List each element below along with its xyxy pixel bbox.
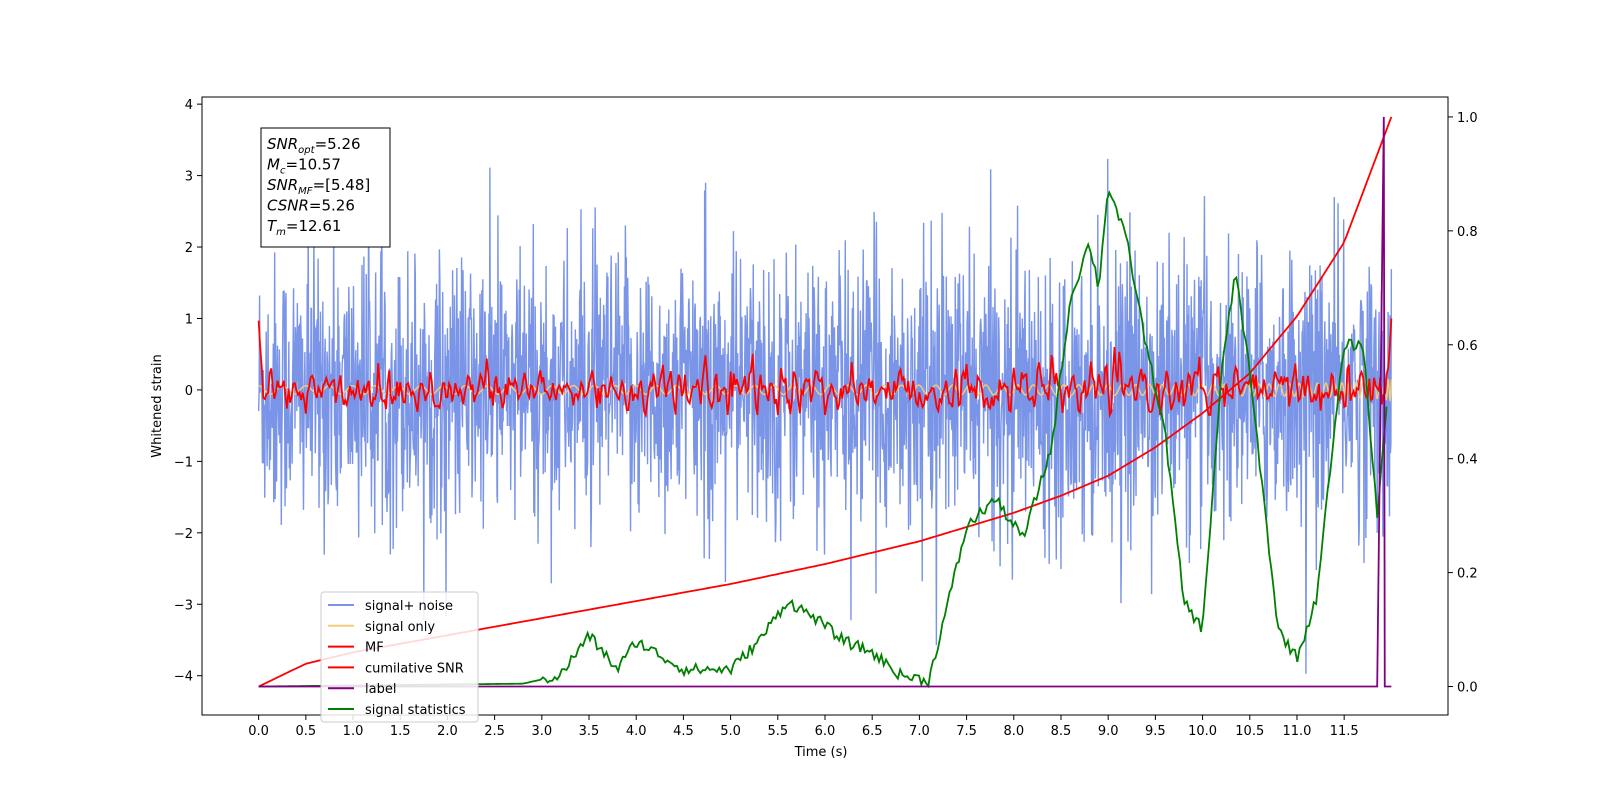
- y2-tick-label: 0.4: [1457, 453, 1478, 468]
- y-axis-label: Whitened strain: [150, 354, 165, 457]
- x-tick-label: 1.5: [390, 724, 411, 739]
- y-tick-label: 0: [185, 384, 193, 399]
- x-tick-label: 7.0: [909, 724, 930, 739]
- series-mf: [257, 318, 1393, 419]
- x-axis-label: Time (s): [794, 745, 848, 760]
- x-tick-label: 6.5: [862, 724, 883, 739]
- y2-tick-label: 0.6: [1457, 339, 1478, 354]
- x-tick-label: 11.0: [1282, 724, 1311, 739]
- legend: signal+ noise signal only MF cumilative SNR…: [320, 591, 479, 723]
- x-tick-label: 6.0: [815, 724, 836, 739]
- annotation-line: Mc=10.57: [267, 156, 341, 177]
- x-tick-label: 7.5: [956, 724, 977, 739]
- x-tick-label: 8.0: [1003, 724, 1024, 739]
- x-tick-label: 3.5: [579, 724, 600, 739]
- x-tick-label: 8.5: [1051, 724, 1072, 739]
- y-tick-label: −3: [174, 598, 193, 613]
- x-tick-label: 4.5: [673, 724, 694, 739]
- y-tick-label: −1: [174, 455, 193, 470]
- x-tick-label: 3.0: [531, 724, 552, 739]
- y2-tick-label: 1.0: [1457, 111, 1478, 126]
- annotation-line: SNRMF=[5.48]: [267, 176, 370, 197]
- series-label: [258, 116, 1392, 688]
- x-tick-label: 0.5: [295, 724, 316, 739]
- series-signal-only: [258, 379, 1393, 402]
- x-tick-label: 0.0: [248, 724, 269, 739]
- annotation-box: SNRopt=5.26Mc=10.57SNRMF=[5.48]CSNR=5.26…: [260, 127, 391, 248]
- y-tick-label: −2: [174, 527, 193, 542]
- x-tick-label: 2.0: [437, 724, 458, 739]
- x-tick-label: 1.0: [343, 724, 364, 739]
- x-tick-label: 10.5: [1235, 724, 1264, 739]
- y-tick-label: 3: [185, 170, 193, 185]
- annotation-line: Tm=12.61: [267, 217, 341, 238]
- y2-tick-label: 0.0: [1457, 681, 1478, 696]
- annotation-frame: [260, 127, 391, 248]
- y-tick-label: 1: [185, 312, 193, 327]
- y-tick-label: 2: [185, 241, 193, 256]
- legend-frame: [320, 591, 479, 723]
- legend-entry: signal statistics: [365, 703, 466, 718]
- x-tick-label: 9.0: [1098, 724, 1119, 739]
- x-tick-label: 5.0: [720, 724, 741, 739]
- y-tick-label: −4: [174, 670, 193, 685]
- x-tick-label: 9.5: [1145, 724, 1166, 739]
- y2-tick-label: 0.8: [1457, 225, 1478, 240]
- legend-entry: label: [365, 682, 396, 697]
- x-tick-label: 5.5: [767, 724, 788, 739]
- x-tick-label: 2.5: [484, 724, 505, 739]
- y-tick-label: 4: [185, 98, 193, 113]
- legend-entry: MF: [365, 641, 384, 656]
- axes: 0.0 0.5 1.0 1.5 2.0 2.5 3.0 3.5 4.0 4.5 5.0 5.5 6.0 6…: [174, 98, 1478, 739]
- y2-tick-label: 0.2: [1457, 567, 1478, 582]
- legend-entry: signal only: [365, 620, 435, 635]
- annotation-line: SNRopt=5.26: [267, 135, 361, 156]
- legend-entry: signal+ noise: [365, 599, 453, 614]
- annotation-line: CSNR=5.26: [267, 197, 355, 215]
- x-tick-label: 11.5: [1330, 724, 1359, 739]
- x-tick-label: 4.0: [626, 724, 647, 739]
- legend-entry: cumilative SNR: [365, 661, 464, 676]
- x-tick-label: 10.0: [1188, 724, 1217, 739]
